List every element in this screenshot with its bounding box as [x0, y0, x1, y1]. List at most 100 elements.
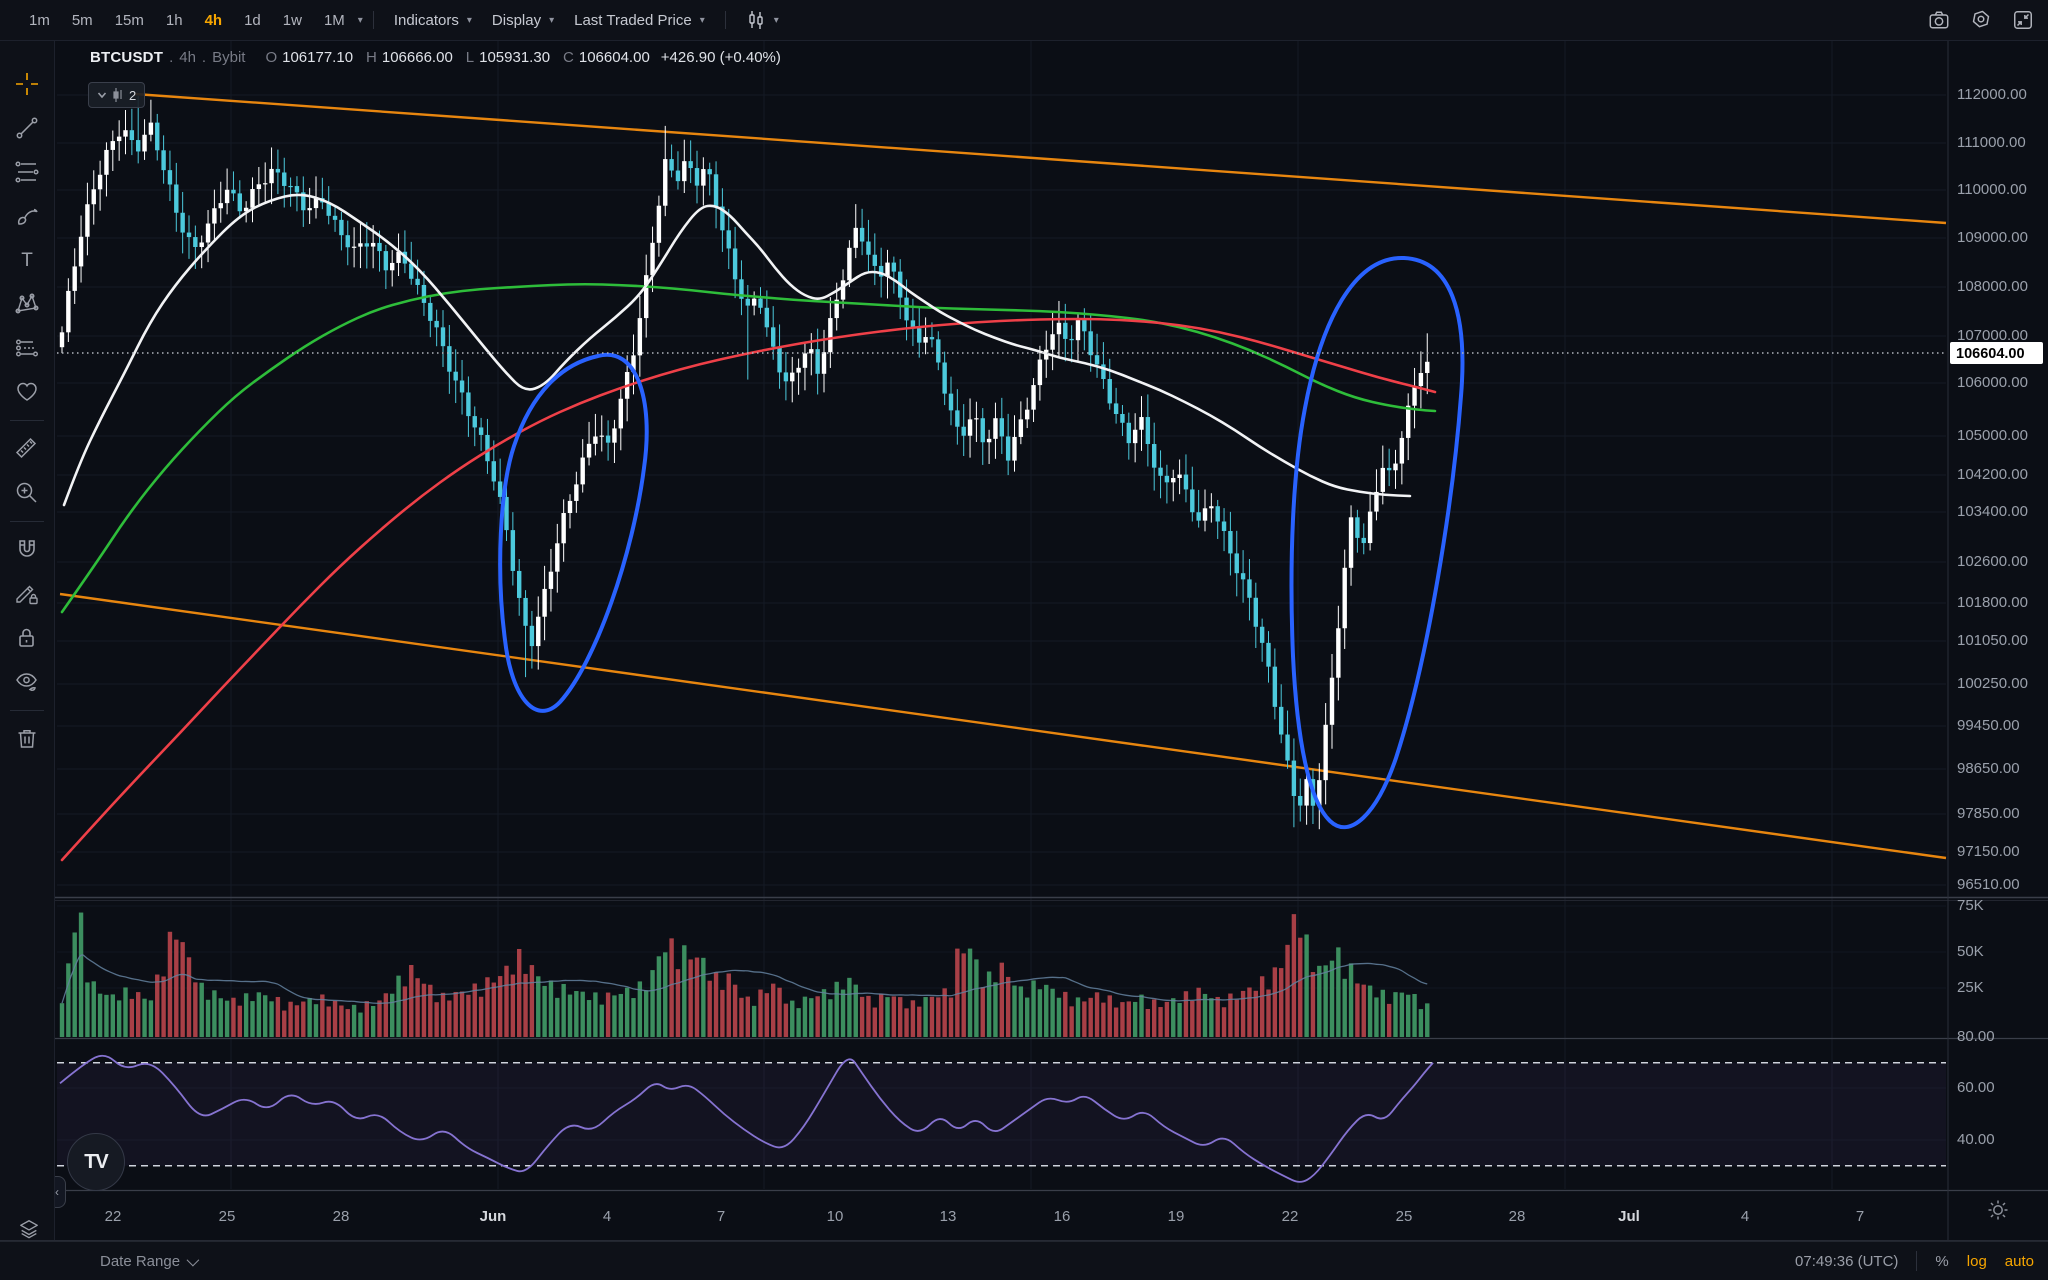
volume-bar	[967, 948, 973, 1037]
clock-utc[interactable]: 07:49:36 (UTC)	[1795, 1252, 1899, 1270]
tool-xabcd-pattern[interactable]	[9, 282, 45, 326]
timeframe-button-1d[interactable]: 1d	[244, 11, 261, 29]
volume-bar	[523, 973, 528, 1037]
candle-body	[110, 141, 115, 150]
volume-bar	[720, 989, 725, 1037]
volume-bar	[1120, 1002, 1125, 1037]
tool-ruler[interactable]	[9, 427, 45, 471]
tool-magnet[interactable]	[9, 528, 45, 572]
timeframe-button-15m[interactable]: 15m	[114, 11, 144, 29]
volume-bar	[1336, 947, 1341, 1037]
volume-bar	[320, 994, 325, 1037]
object-tree-button[interactable]	[18, 1218, 40, 1245]
candle-body	[1355, 517, 1360, 538]
log-scale-button[interactable]: log	[1966, 1252, 1987, 1270]
candle-body	[301, 192, 306, 211]
timeframe-button-5m[interactable]: 5m	[71, 11, 93, 29]
chart-style-button[interactable]: ▾	[736, 10, 789, 30]
candle-body	[1101, 364, 1106, 380]
interval-label[interactable]: 4h	[179, 49, 196, 66]
last-price-label-pill[interactable]	[1950, 342, 2043, 364]
tool-hide-drawings[interactable]	[9, 660, 45, 704]
tool-drawing-mode-lock[interactable]	[9, 572, 45, 616]
timeframe-button-1M[interactable]: 1M	[323, 11, 345, 29]
auto-scale-button[interactable]: auto	[2004, 1252, 2034, 1270]
fullscreen-icon[interactable]	[2012, 9, 2034, 31]
menu-last-traded-price[interactable]: Last Traded Price ▾	[574, 11, 705, 29]
candle-body	[605, 435, 611, 443]
brush-loop-2[interactable]	[1289, 255, 1465, 830]
symbol-info-row[interactable]: BTCUSDT . 4h . Bybit O 106177.10 H 10666…	[90, 49, 781, 66]
candle-body	[1228, 531, 1233, 554]
candle-body	[783, 372, 789, 382]
timeframe-button-4h[interactable]: 4h	[204, 11, 223, 29]
tool-fib-lines[interactable]	[9, 150, 45, 194]
tool-emoji-heart[interactable]	[9, 370, 45, 414]
volume-bar	[402, 986, 408, 1037]
volume-bar	[447, 1000, 452, 1037]
tool-crosshair[interactable]	[9, 62, 45, 106]
volume-bar	[1234, 999, 1239, 1037]
candle-body	[218, 203, 223, 209]
candle-body	[618, 398, 623, 429]
volume-bar	[1215, 996, 1220, 1037]
axis-label: 109000.00	[1957, 229, 2028, 246]
date-range-button[interactable]: Date Range	[100, 1253, 200, 1270]
tool-lock-all[interactable]	[9, 616, 45, 660]
symbol-name[interactable]: BTCUSDT	[90, 49, 164, 66]
volume-bar	[878, 993, 884, 1037]
candle-body	[1202, 508, 1208, 521]
volume-bar	[1069, 1006, 1074, 1037]
candle-body	[866, 241, 871, 255]
tool-zoom-in[interactable]	[9, 471, 45, 515]
settings-icon[interactable]	[1970, 9, 1992, 31]
volume-bar	[275, 996, 281, 1037]
candle-body	[193, 237, 198, 247]
volume-bar	[872, 1007, 877, 1037]
lower-channel-line[interactable]	[59, 592, 1947, 860]
volume-bar	[383, 993, 389, 1037]
tradingview-logo[interactable]: TV	[67, 1133, 125, 1191]
candle-body	[1374, 491, 1379, 512]
theme-brightness-button[interactable]	[1986, 1198, 2010, 1227]
menu-display[interactable]: Display ▾	[491, 11, 555, 29]
tool-projection[interactable]	[9, 326, 45, 370]
trend-line-icon	[16, 117, 38, 139]
candle-body	[574, 484, 579, 501]
candle-body	[345, 235, 350, 248]
volume-bar	[510, 974, 516, 1037]
legend-collapse-chip[interactable]: 2	[88, 82, 146, 108]
tool-brush[interactable]	[9, 194, 45, 238]
volume-bar	[224, 1000, 230, 1037]
candle-body	[1196, 512, 1201, 521]
candle-body	[815, 349, 820, 374]
text-icon: T	[21, 250, 33, 271]
volume-bar	[440, 992, 446, 1037]
volume-bar	[555, 997, 560, 1037]
chart-style-caret: ▾	[773, 14, 779, 26]
percent-scale-button[interactable]: %	[1935, 1252, 1949, 1270]
tool-trend-line[interactable]	[9, 106, 45, 150]
candle-body	[383, 251, 389, 271]
volume-bar	[205, 999, 211, 1037]
candle-body	[294, 186, 300, 193]
brush-loop-1[interactable]	[498, 352, 649, 713]
candle-body	[390, 262, 395, 271]
volume-bar	[821, 989, 827, 1037]
timeframe-more-caret[interactable]: ▾	[357, 14, 363, 26]
volume-bar	[1177, 1002, 1182, 1037]
tool-remove-drawings[interactable]	[9, 717, 45, 761]
volume-bar	[1126, 1001, 1131, 1037]
timeframe-button-1h[interactable]: 1h	[165, 11, 183, 29]
tool-text[interactable]: T	[9, 238, 45, 282]
upper-channel-line[interactable]	[134, 92, 1947, 225]
camera-icon[interactable]	[1928, 9, 1950, 31]
menu-indicators[interactable]: Indicators ▾	[393, 11, 472, 29]
timeframe-button-1w[interactable]: 1w	[282, 11, 302, 29]
timeframe-button-1m[interactable]: 1m	[29, 11, 50, 29]
volume-bar	[453, 991, 458, 1037]
volume-bar	[1272, 967, 1278, 1037]
sun-icon	[1988, 1200, 2008, 1220]
volume-bar	[980, 987, 985, 1037]
